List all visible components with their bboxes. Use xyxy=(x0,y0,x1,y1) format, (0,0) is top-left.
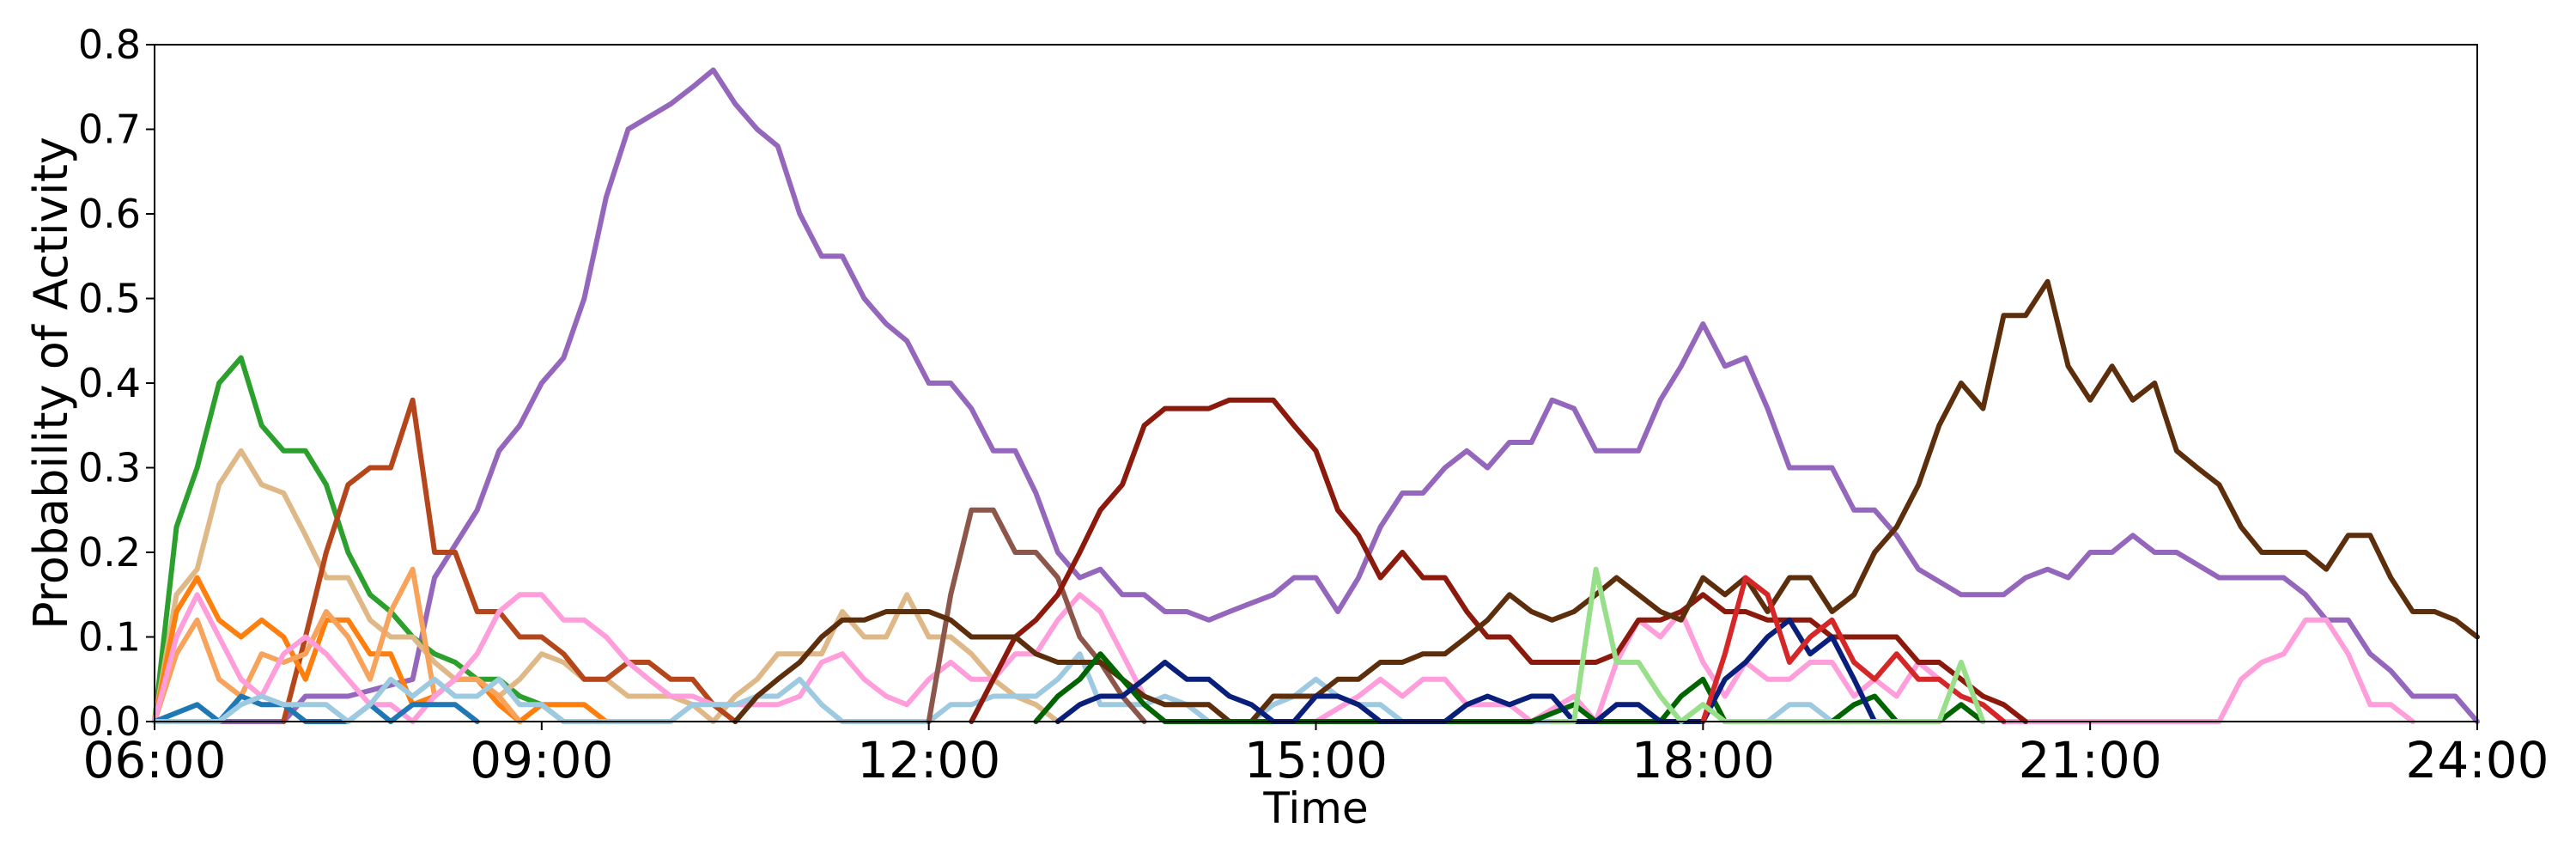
series-line-1 xyxy=(152,67,2480,724)
series-line-12 xyxy=(732,278,2480,724)
series-line-10 xyxy=(926,507,1147,724)
series-line-13 xyxy=(1033,651,1986,724)
series-line-4 xyxy=(281,397,738,724)
y-tick-label: 0.0 xyxy=(78,698,141,745)
y-tick-label: 0.2 xyxy=(78,529,141,576)
series-layer xyxy=(152,67,2480,724)
x-tick-label: 12:00 xyxy=(857,731,1000,789)
series-line-15 xyxy=(1700,575,2007,724)
x-tick-label: 06:00 xyxy=(82,731,226,789)
y-tick-label: 0.7 xyxy=(78,107,141,153)
series-line-16 xyxy=(1549,566,1986,724)
y-tick-label: 0.3 xyxy=(78,445,141,491)
x-tick-label: 09:00 xyxy=(470,731,613,789)
y-tick-label: 0.5 xyxy=(78,276,141,322)
y-tick-label: 0.4 xyxy=(78,360,141,406)
y-tick-label: 0.1 xyxy=(78,614,141,661)
x-tick-label: 15:00 xyxy=(1244,731,1388,789)
x-axis: 06:00 09:00 12:00 15:00 18:00 21:00 24:00 xyxy=(82,722,2549,789)
y-axis-title: Probability of Activity xyxy=(24,137,78,630)
x-tick-label: 21:00 xyxy=(2019,731,2162,789)
y-tick-label: 0.6 xyxy=(78,191,141,237)
series-line-6 xyxy=(152,566,523,724)
x-tick-label: 18:00 xyxy=(1631,731,1775,789)
y-axis: 0.0 0.1 0.2 0.3 0.4 0.5 0.6 0.7 0.8 xyxy=(78,21,155,745)
x-axis-title: Time xyxy=(1262,783,1368,833)
series-line-14 xyxy=(1054,617,1878,724)
series-line-11 xyxy=(969,397,2028,724)
y-tick-label: 0.8 xyxy=(78,21,141,68)
x-tick-label: 24:00 xyxy=(2405,731,2549,789)
series-line-7 xyxy=(152,592,2415,724)
